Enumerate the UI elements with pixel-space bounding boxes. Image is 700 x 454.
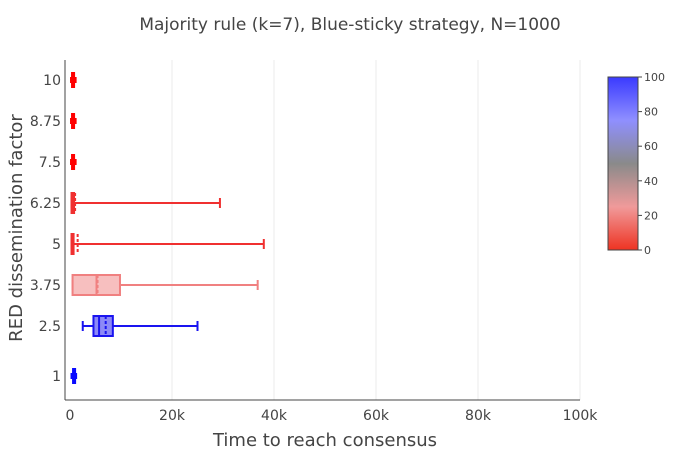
- box-plot-2-5: [81, 315, 199, 337]
- y-tick-labels: 1 2.5 3.75 5 6.25 7.5 8.75 10: [30, 73, 61, 385]
- x-tick-label: 60k: [363, 408, 390, 424]
- colorbar-tick-label: 60: [644, 140, 658, 153]
- colorbar: [607, 76, 639, 251]
- colorbar-tick-label: 20: [644, 209, 658, 222]
- x-tick-label: 20k: [159, 408, 186, 424]
- colorbar-tick-labels: 0 20 40 60 80 100: [638, 71, 665, 257]
- x-tick-label: 0: [66, 408, 75, 424]
- y-tick-label: 6.25: [30, 196, 61, 212]
- y-axis-label: RED dissemination factor: [6, 114, 27, 342]
- box-plot-5: [70, 233, 265, 255]
- x-tick-label: 40k: [261, 408, 288, 424]
- box-plot-3-75: [71, 274, 259, 296]
- box-plot-1: [70, 368, 78, 384]
- box-plot-7-5: [70, 154, 77, 170]
- colorbar-tick-label: 100: [644, 71, 665, 84]
- y-tick-label: 2.5: [39, 319, 61, 335]
- box-plot-8-75: [70, 113, 77, 129]
- y-tick-label: 3.75: [30, 278, 61, 294]
- y-tick-label: 10: [43, 73, 61, 89]
- y-tick-label: 8.75: [30, 114, 61, 130]
- iqr-box: [92, 315, 114, 337]
- grid-layer: [171, 60, 581, 400]
- colorbar-tick-label: 80: [644, 106, 658, 119]
- x-tick-label: 80k: [465, 408, 492, 424]
- x-axis-label: Time to reach consensus: [212, 430, 437, 450]
- y-tick-label: 5: [52, 237, 61, 253]
- colorbar-tick-label: 0: [644, 244, 651, 257]
- y-tick-label: 1: [52, 369, 61, 385]
- box-plot-10: [70, 72, 77, 88]
- box-plot-6-25: [70, 192, 221, 214]
- chart-title: Majority rule (k=7), Blue-sticky strateg…: [139, 15, 560, 35]
- colorbar-tick-label: 40: [644, 175, 658, 188]
- x-tick-label: 100k: [563, 408, 599, 424]
- marks-layer: [70, 72, 265, 384]
- y-tick-label: 7.5: [39, 155, 61, 171]
- x-tick-labels: 0 20k 40k 60k 80k 100k: [66, 408, 599, 424]
